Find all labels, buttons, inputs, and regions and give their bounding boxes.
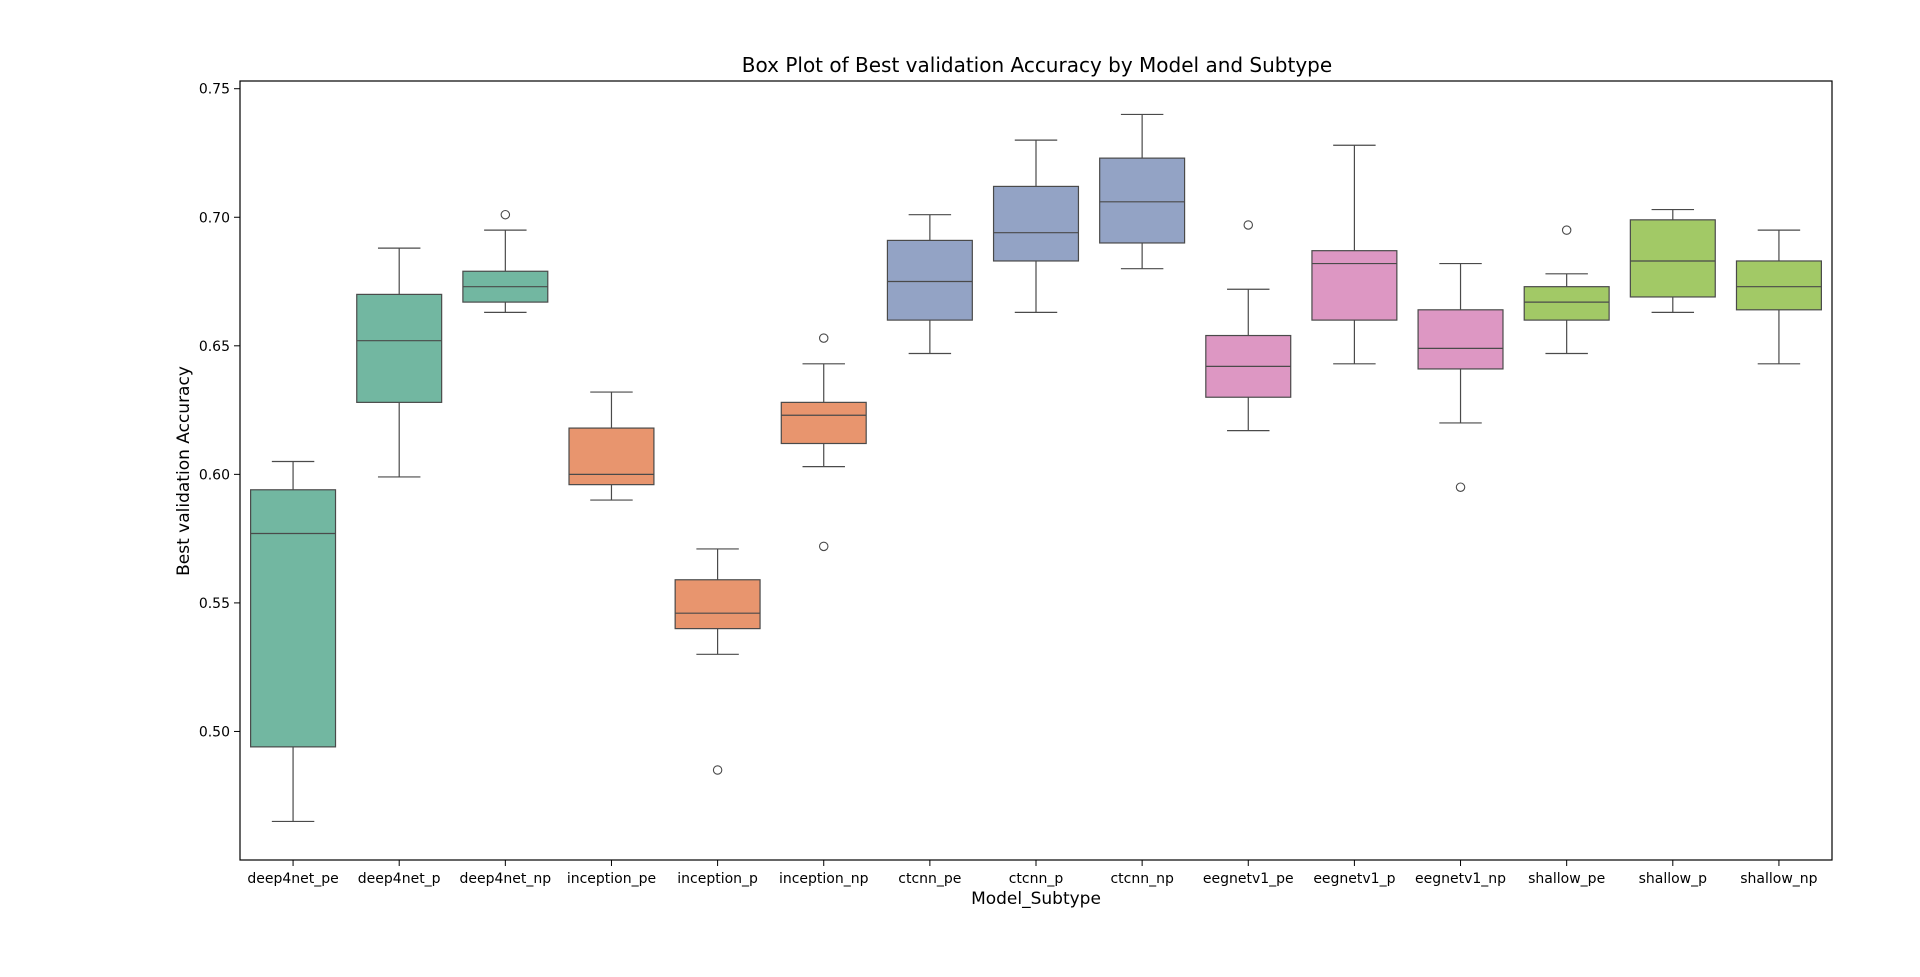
box-deep4net_p — [356, 247, 443, 478]
y-axis-label: Best validation Accuracy — [174, 366, 194, 576]
iqr-box — [250, 489, 337, 748]
y-tick-label: 0.50 — [199, 724, 230, 740]
iqr-box — [1523, 286, 1610, 321]
box-shallow_p — [1629, 208, 1716, 313]
box-deep4net_np — [462, 209, 549, 313]
outlier-point — [500, 209, 511, 220]
box-ctcnn_pe — [886, 214, 973, 355]
x-tick-label: ctcnn_np — [1110, 871, 1174, 887]
x-tick-label: eegnetv1_p — [1313, 871, 1395, 887]
y-tick-label: 0.60 — [199, 467, 230, 483]
iqr-box — [1629, 219, 1716, 298]
box-shallow_pe — [1523, 225, 1610, 355]
x-tick-label: eegnetv1_pe — [1203, 871, 1294, 887]
iqr-box — [780, 401, 867, 445]
x-tick-label: inception_np — [779, 871, 869, 887]
box-eegnetv1_np — [1417, 262, 1504, 492]
box-ctcnn_np — [1099, 113, 1186, 270]
outlier-point — [1455, 482, 1466, 492]
x-axis: deep4net_pe deep4net_p deep4net_np inceptio… — [247, 860, 1818, 887]
iqr-box — [356, 293, 443, 403]
x-tick-label: shallow_p — [1639, 871, 1708, 887]
x-tick-label: ctcnn_pe — [898, 871, 961, 887]
box-inception_np — [780, 333, 867, 552]
plot-area — [250, 113, 1822, 823]
outlier-point — [712, 765, 723, 775]
box-eegnetv1_p — [1311, 144, 1398, 365]
x-tick-label: ctcnn_p — [1009, 871, 1064, 887]
outlier-point — [818, 541, 829, 552]
box-inception_pe — [568, 391, 655, 501]
box-eegnetv1_pe — [1205, 220, 1292, 432]
y-tick-label: 0.65 — [199, 339, 230, 355]
box-deep4net_pe — [250, 460, 337, 823]
x-tick-label: inception_pe — [567, 871, 656, 887]
outlier-point — [1243, 220, 1254, 230]
box-shallow_np — [1735, 229, 1822, 365]
iqr-box — [568, 427, 655, 486]
iqr-box — [886, 239, 973, 321]
y-tick-label: 0.55 — [199, 596, 230, 612]
x-tick-label: shallow_pe — [1528, 871, 1605, 887]
x-tick-label: inception_p — [677, 871, 758, 887]
chart-title: Box Plot of Best validation Accuracy by … — [742, 53, 1332, 77]
iqr-box — [1099, 157, 1186, 244]
outlier-point — [1561, 225, 1572, 235]
iqr-box — [1735, 260, 1822, 311]
outlier-point — [818, 333, 829, 343]
x-tick-label: eegnetv1_np — [1415, 871, 1506, 887]
y-axis: 0.50 0.55 0.60 0.65 0.70 0.75 — [199, 82, 240, 740]
box-inception_p — [674, 548, 761, 775]
iqr-box — [674, 579, 761, 630]
iqr-box — [1417, 309, 1504, 370]
y-tick-label: 0.70 — [199, 210, 230, 226]
box-ctcnn_p — [992, 139, 1080, 313]
iqr-box — [992, 185, 1080, 262]
x-tick-label: deep4net_np — [460, 871, 552, 887]
x-tick-label: deep4net_pe — [247, 871, 338, 887]
y-tick-label: 0.75 — [199, 82, 230, 98]
x-axis-label: Model_Subtype — [971, 889, 1101, 909]
x-tick-label: deep4net_p — [358, 871, 441, 887]
x-tick-label: shallow_np — [1740, 871, 1817, 887]
iqr-box — [1311, 250, 1398, 321]
